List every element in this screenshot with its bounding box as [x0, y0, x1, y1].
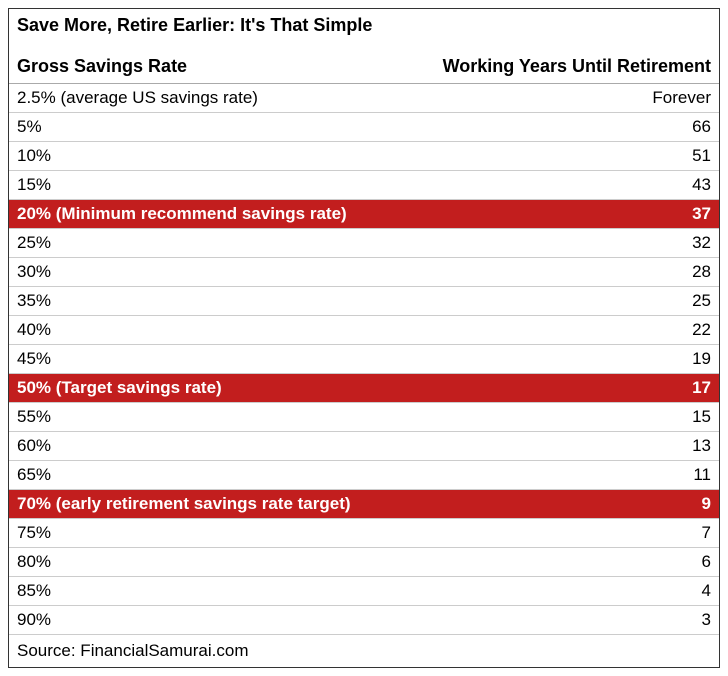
cell-savings-rate: 70% (early retirement savings rate targe… [17, 494, 351, 514]
cell-working-years: 19 [692, 349, 711, 369]
cell-working-years: 28 [692, 262, 711, 282]
table-row: 75% 7 [9, 519, 719, 548]
cell-working-years: 32 [692, 233, 711, 253]
table-row: 50% (Target savings rate) 17 [9, 374, 719, 403]
cell-working-years: 25 [692, 291, 711, 311]
table-row: 10% 51 [9, 142, 719, 171]
cell-savings-rate: 85% [17, 581, 51, 601]
cell-savings-rate: 45% [17, 349, 51, 369]
col-header-savings-rate: Gross Savings Rate [17, 56, 187, 77]
table-row: 60% 13 [9, 432, 719, 461]
cell-working-years: 11 [693, 465, 711, 485]
cell-savings-rate: 80% [17, 552, 51, 572]
cell-savings-rate: 20% (Minimum recommend savings rate) [17, 204, 347, 224]
cell-working-years: 4 [702, 581, 711, 601]
table-source: Source: FinancialSamurai.com [9, 635, 719, 667]
table-row: 65% 11 [9, 461, 719, 490]
cell-savings-rate: 15% [17, 175, 51, 195]
table-row: 40% 22 [9, 316, 719, 345]
cell-working-years: 43 [692, 175, 711, 195]
cell-working-years: 22 [692, 320, 711, 340]
cell-working-years: 6 [702, 552, 711, 572]
cell-working-years: 17 [692, 378, 711, 398]
cell-savings-rate: 40% [17, 320, 51, 340]
cell-savings-rate: 90% [17, 610, 51, 630]
cell-savings-rate: 60% [17, 436, 51, 456]
cell-savings-rate: 50% (Target savings rate) [17, 378, 222, 398]
savings-table: Save More, Retire Earlier: It's That Sim… [8, 8, 720, 668]
cell-working-years: 51 [692, 146, 711, 166]
table-row: 55% 15 [9, 403, 719, 432]
cell-savings-rate: 30% [17, 262, 51, 282]
table-title: Save More, Retire Earlier: It's That Sim… [9, 9, 719, 40]
table-row: 80% 6 [9, 548, 719, 577]
table-row: 45% 19 [9, 345, 719, 374]
cell-savings-rate: 25% [17, 233, 51, 253]
table-row: 20% (Minimum recommend savings rate) 37 [9, 200, 719, 229]
cell-working-years: 3 [702, 610, 711, 630]
table-row: 5% 66 [9, 113, 719, 142]
table-header-row: Gross Savings Rate Working Years Until R… [9, 40, 719, 84]
table-row: 85% 4 [9, 577, 719, 606]
cell-savings-rate: 2.5% (average US savings rate) [17, 88, 258, 108]
table-row: 15% 43 [9, 171, 719, 200]
col-header-working-years: Working Years Until Retirement [443, 56, 711, 77]
table-body: 2.5% (average US savings rate) Forever 5% 6… [9, 84, 719, 635]
cell-working-years: 9 [702, 494, 711, 514]
table-row: 2.5% (average US savings rate) Forever [9, 84, 719, 113]
table-row: 90% 3 [9, 606, 719, 635]
table-row: 30% 28 [9, 258, 719, 287]
cell-savings-rate: 75% [17, 523, 51, 543]
cell-working-years: 7 [702, 523, 711, 543]
cell-savings-rate: 35% [17, 291, 51, 311]
cell-working-years: 66 [692, 117, 711, 137]
cell-savings-rate: 5% [17, 117, 42, 137]
table-row: 25% 32 [9, 229, 719, 258]
cell-savings-rate: 55% [17, 407, 51, 427]
cell-working-years: 37 [692, 204, 711, 224]
table-row: 70% (early retirement savings rate targe… [9, 490, 719, 519]
cell-savings-rate: 10% [17, 146, 51, 166]
cell-savings-rate: 65% [17, 465, 51, 485]
table-row: 35% 25 [9, 287, 719, 316]
cell-working-years: Forever [652, 88, 711, 108]
cell-working-years: 15 [692, 407, 711, 427]
cell-working-years: 13 [692, 436, 711, 456]
